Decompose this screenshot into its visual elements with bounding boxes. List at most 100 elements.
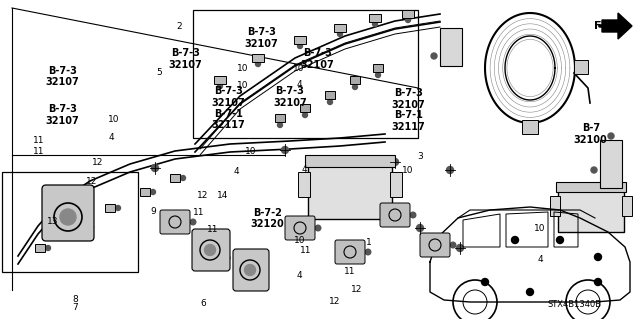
Circle shape [450,242,456,248]
Text: 12: 12 [329,297,340,306]
Circle shape [431,53,437,59]
Text: 4: 4 [296,80,301,89]
Bar [170,174,180,182]
Text: B-7-2
32120: B-7-2 32120 [251,208,284,229]
Circle shape [410,212,416,218]
Circle shape [406,18,410,23]
Bar [402,10,414,18]
Circle shape [115,205,120,211]
Circle shape [353,85,358,90]
Circle shape [376,72,381,78]
Text: 12: 12 [92,158,103,167]
Text: 10: 10 [402,166,413,174]
Text: B-7-1
32117: B-7-1 32117 [212,109,245,130]
Circle shape [456,244,463,251]
Bar [35,244,45,252]
Text: 13: 13 [47,217,58,226]
Text: 4: 4 [302,165,307,174]
Text: B-7-3
32107: B-7-3 32107 [212,86,245,108]
Bar [193,10,418,138]
Bar [140,188,150,196]
Circle shape [180,175,186,181]
Text: B-7-3
32107: B-7-3 32107 [273,86,307,108]
Text: 9: 9 [151,207,156,216]
Bar [522,120,538,134]
Circle shape [81,222,86,227]
Text: 3: 3 [418,152,423,161]
Circle shape [481,278,488,286]
Text: B-7-3
32107: B-7-3 32107 [301,48,334,70]
Circle shape [298,43,303,48]
Circle shape [60,209,76,225]
Circle shape [417,225,424,232]
Bar [390,172,402,197]
Text: B-7-3
32107: B-7-3 32107 [244,27,278,49]
FancyBboxPatch shape [335,240,365,264]
Circle shape [552,204,557,209]
Text: B-7-3
32107: B-7-3 32107 [392,88,425,110]
Bar [294,36,306,44]
Bar [574,60,588,74]
Circle shape [591,167,597,173]
FancyBboxPatch shape [420,233,450,257]
FancyBboxPatch shape [308,160,392,219]
Text: 4: 4 [234,167,239,176]
FancyBboxPatch shape [42,185,94,241]
Bar [550,196,560,216]
Circle shape [303,113,307,117]
Text: 8: 8 [72,295,77,304]
Circle shape [152,165,159,172]
Text: 10: 10 [237,64,249,73]
FancyBboxPatch shape [192,229,230,271]
Text: 7: 7 [72,303,77,312]
Circle shape [557,236,563,243]
Bar [334,24,346,32]
Circle shape [224,255,230,261]
Bar [325,91,335,99]
Circle shape [337,32,342,36]
Bar [2,172,138,272]
Text: 11: 11 [344,267,355,276]
Circle shape [278,122,282,128]
Bar [350,76,360,84]
Text: 10: 10 [294,236,305,245]
Bar [252,54,264,62]
Circle shape [393,181,399,187]
FancyBboxPatch shape [556,182,626,192]
Circle shape [86,224,93,231]
Circle shape [45,246,51,250]
Circle shape [392,159,399,166]
Bar [275,114,285,122]
Bar [105,204,115,212]
Circle shape [595,278,602,286]
Text: 6: 6 [201,299,206,308]
Text: 11: 11 [33,147,44,156]
Circle shape [372,21,378,26]
Circle shape [447,167,454,174]
Bar [70,221,80,229]
Text: 10: 10 [108,115,120,124]
Circle shape [315,225,321,231]
Circle shape [595,254,602,261]
Circle shape [625,204,630,209]
Text: B-7-3
32107: B-7-3 32107 [169,48,202,70]
Bar [600,140,622,188]
Text: 4: 4 [109,133,114,142]
Text: 12: 12 [197,191,209,200]
Text: 11: 11 [300,246,312,255]
Text: 10: 10 [237,81,249,90]
Text: 10: 10 [245,147,257,156]
Circle shape [527,288,534,295]
Bar [440,28,462,66]
Text: B-7-3
32107: B-7-3 32107 [46,66,79,87]
FancyBboxPatch shape [285,216,315,240]
FancyBboxPatch shape [305,155,395,167]
Text: 14: 14 [217,191,228,200]
Bar [298,172,310,197]
Circle shape [511,236,518,243]
Circle shape [205,244,216,256]
Text: STX4B1340B: STX4B1340B [547,300,601,309]
Text: B-7-3
32107: B-7-3 32107 [46,104,79,126]
Circle shape [282,146,289,153]
Text: 2: 2 [177,22,182,31]
